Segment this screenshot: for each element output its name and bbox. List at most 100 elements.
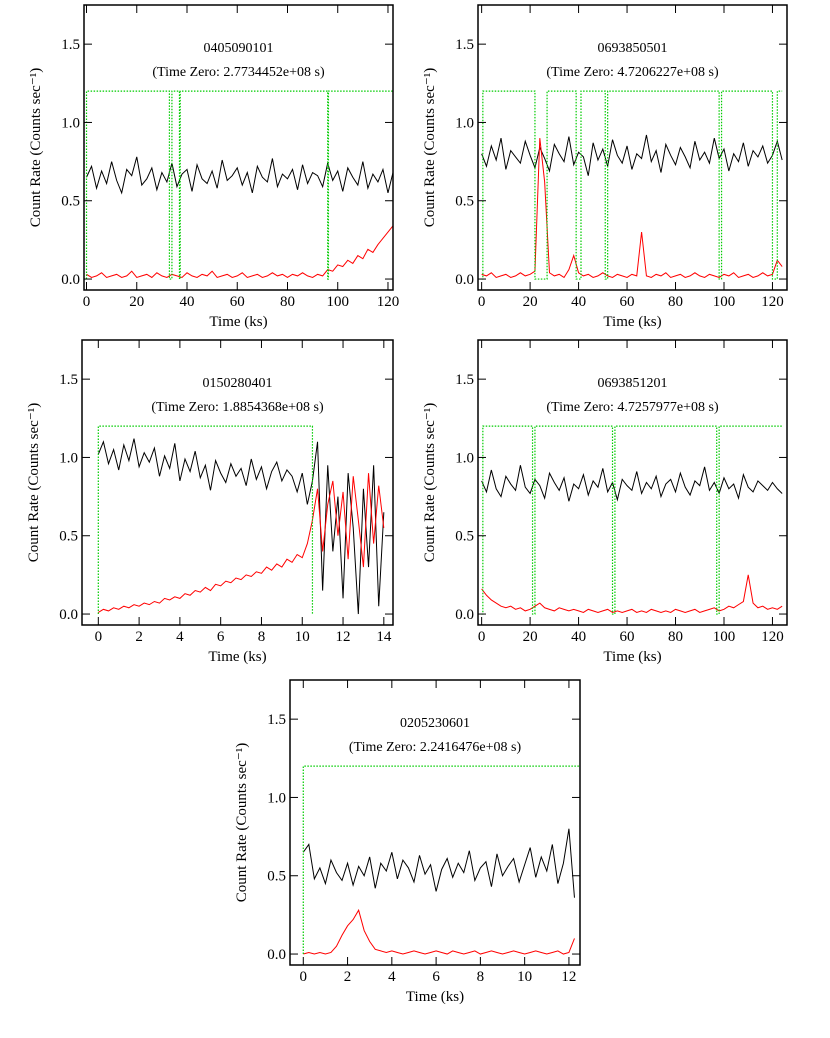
x-tick-label: 120	[761, 294, 784, 310]
y-tick-label: 0.5	[59, 529, 78, 545]
x-tick-label: 6	[432, 969, 440, 985]
plot-frame	[81, 339, 394, 626]
y-tick-label: 0.5	[455, 529, 474, 545]
series-line	[481, 425, 783, 615]
y-tick-label: 1.0	[267, 790, 286, 806]
panel: 0.0 0.5 1.0 1.5 0 2 4 6 8 10 12 14 0150280401 (Time Z…	[26, 339, 394, 665]
plot-frame	[289, 679, 581, 966]
y-tick-label: 0.0	[59, 607, 78, 623]
x-tick-label: 0	[83, 294, 91, 310]
y-tick-label: 1.5	[455, 372, 474, 388]
y-tick-label: 0.0	[455, 272, 474, 288]
x-axis-title: Time (ks)	[208, 649, 266, 665]
x-tick-label: 6	[217, 629, 225, 645]
series-line	[85, 90, 393, 280]
plot-frame	[477, 339, 788, 626]
x-tick-label: 0	[300, 969, 308, 985]
panel: 0.0 0.5 1.0 1.5 0 2 4 6 8 10 12 0205230601 (Time Zer…	[234, 679, 581, 1005]
y-tick-label: 1.5	[59, 372, 78, 388]
y-tick-label: 1.5	[267, 712, 286, 728]
x-tick-label: 12	[561, 969, 576, 985]
x-tick-label: 120	[761, 629, 784, 645]
chart-title: 0205230601	[400, 716, 470, 731]
y-tick-label: 0.0	[61, 272, 80, 288]
series-line	[97, 425, 314, 615]
x-axis-title: Time (ks)	[209, 314, 267, 330]
x-tick-label: 80	[668, 629, 683, 645]
x-tick-label: 2	[135, 629, 143, 645]
chart-title: 0150280401	[203, 376, 273, 391]
panel: 0.0 0.5 1.0 1.5 0 20 40 60 80 100 120 0405090101 (Ti…	[28, 4, 400, 330]
x-tick-label: 100	[713, 629, 736, 645]
y-tick-label: 1.0	[61, 115, 80, 131]
plot-frame	[83, 4, 394, 291]
y-tick-label: 0.5	[267, 869, 286, 885]
y-axis-title: Count Rate (Counts sec⁻¹)	[422, 403, 438, 562]
series-line	[481, 134, 783, 176]
chart-title: 0693851201	[598, 376, 668, 391]
x-tick-label: 10	[295, 629, 310, 645]
y-tick-label: 1.0	[59, 450, 78, 466]
chart-title: 0693850501	[598, 41, 668, 56]
series-line	[303, 908, 575, 955]
series-line	[481, 138, 783, 279]
y-tick-label: 1.5	[61, 37, 80, 53]
x-tick-label: 100	[713, 294, 736, 310]
x-axis-title: Time (ks)	[603, 649, 661, 665]
y-axis-title: Count Rate (Counts sec⁻¹)	[28, 68, 44, 227]
series-line	[481, 465, 783, 502]
series-line	[302, 765, 580, 955]
x-tick-label: 20	[523, 629, 538, 645]
x-axis-title: Time (ks)	[603, 314, 661, 330]
series-line	[302, 828, 575, 898]
series-line	[481, 574, 783, 614]
x-tick-label: 0	[95, 629, 103, 645]
x-tick-label: 8	[258, 629, 266, 645]
x-tick-label: 4	[176, 629, 184, 645]
x-tick-label: 80	[668, 294, 683, 310]
x-tick-label: 60	[620, 294, 635, 310]
chart-subtitle: (Time Zero: 4.7206227e+08 s)	[546, 65, 719, 80]
panel: 0.0 0.5 1.0 1.5 0 20 40 60 80 100 120 0693851201 (Ti…	[422, 339, 788, 665]
x-tick-label: 60	[620, 629, 635, 645]
x-tick-label: 10	[517, 969, 532, 985]
x-axis-title: Time (ks)	[406, 989, 464, 1005]
y-axis-title: Count Rate (Counts sec⁻¹)	[234, 743, 250, 902]
x-tick-label: 40	[571, 294, 586, 310]
y-tick-label: 0.0	[455, 607, 474, 623]
x-tick-label: 80	[280, 294, 295, 310]
x-tick-label: 100	[326, 294, 349, 310]
y-tick-label: 1.0	[455, 450, 474, 466]
x-tick-label: 4	[388, 969, 396, 985]
x-tick-label: 40	[571, 629, 586, 645]
chart-title: 0405090101	[204, 41, 274, 56]
x-tick-label: 120	[377, 294, 400, 310]
y-tick-label: 0.0	[267, 947, 286, 963]
x-tick-label: 40	[180, 294, 195, 310]
y-axis-title: Count Rate (Counts sec⁻¹)	[26, 403, 42, 562]
x-tick-label: 0	[478, 629, 486, 645]
x-tick-label: 14	[376, 629, 392, 645]
plot-frame	[477, 4, 788, 291]
series-line	[97, 438, 385, 615]
x-tick-label: 8	[477, 969, 485, 985]
x-tick-label: 12	[336, 629, 351, 645]
panel: 0.0 0.5 1.0 1.5 0 20 40 60 80 100 120 0693850501 (Ti…	[422, 4, 788, 330]
x-tick-label: 20	[129, 294, 144, 310]
series-line	[481, 90, 783, 280]
y-tick-label: 0.5	[61, 194, 80, 210]
chart-subtitle: (Time Zero: 2.7734452e+08 s)	[152, 65, 325, 80]
series-line	[86, 225, 393, 279]
chart-subtitle: (Time Zero: 4.7257977e+08 s)	[546, 400, 719, 415]
chart-subtitle: (Time Zero: 2.2416476e+08 s)	[349, 740, 522, 755]
series-line	[98, 473, 385, 613]
x-tick-label: 60	[230, 294, 245, 310]
x-tick-label: 2	[344, 969, 352, 985]
y-tick-label: 0.5	[455, 194, 474, 210]
x-tick-label: 0	[478, 294, 486, 310]
y-axis-title: Count Rate (Counts sec⁻¹)	[422, 68, 438, 227]
x-tick-label: 20	[523, 294, 538, 310]
y-tick-label: 1.0	[455, 115, 474, 131]
